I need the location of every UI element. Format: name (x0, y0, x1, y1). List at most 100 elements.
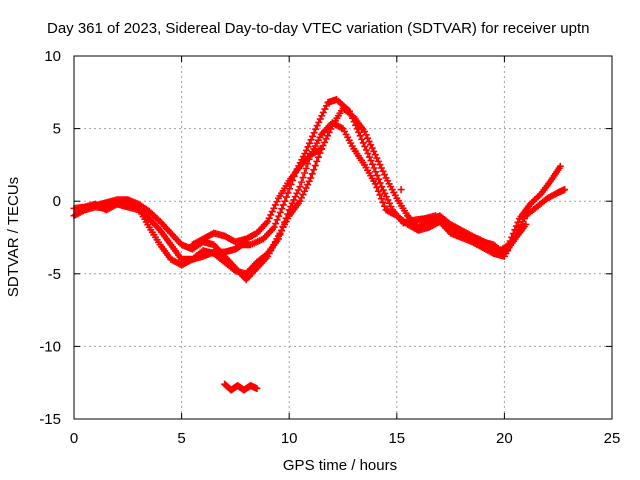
x-tick-label: 5 (177, 430, 185, 447)
data-point (367, 157, 375, 165)
y-tick-label: 10 (44, 48, 61, 65)
data-point (561, 186, 569, 194)
data-point (282, 193, 290, 201)
data-point (310, 166, 318, 174)
data-points (70, 96, 569, 394)
data-point (309, 132, 317, 140)
data-point (377, 164, 385, 172)
data-point (273, 216, 281, 224)
x-tick-label: 15 (388, 430, 405, 447)
data-point (304, 181, 312, 189)
data-point (276, 208, 284, 216)
data-point (370, 164, 378, 172)
y-ticks: -15 -10 -5 0 5 10 (39, 48, 612, 428)
data-point (270, 223, 278, 231)
x-axis-label: GPS time / hours (283, 457, 397, 474)
data-point (314, 153, 322, 161)
data-point (310, 129, 318, 137)
data-point (297, 178, 305, 186)
data-point (272, 220, 280, 228)
data-point (267, 211, 275, 219)
y-tick-label: 0 (53, 193, 61, 210)
data-point (315, 118, 323, 126)
x-ticks: 0 5 10 15 20 25 (70, 56, 620, 447)
series-track-2 (70, 119, 569, 278)
data-point (311, 162, 319, 170)
data-point (270, 204, 278, 212)
data-point (359, 139, 367, 147)
data-point (376, 161, 384, 169)
x-tick-label: 20 (496, 430, 513, 447)
series-track-1 (70, 96, 564, 263)
y-axis-label: SDTVAR / TECUs (5, 177, 22, 297)
series-track-5 (221, 380, 261, 394)
data-point (322, 135, 330, 143)
data-point (271, 201, 279, 209)
data-point (318, 112, 326, 120)
data-point (302, 164, 310, 172)
data-point (301, 169, 309, 177)
y-tick-label: -15 (39, 411, 61, 428)
data-point (355, 128, 363, 136)
data-point (281, 197, 289, 205)
data-point (275, 212, 283, 220)
data-point (364, 149, 372, 157)
data-point (362, 146, 370, 154)
y-tick-label: 5 (53, 121, 61, 138)
data-point (316, 115, 324, 123)
data-point (302, 146, 310, 154)
data-point (369, 160, 377, 168)
data-point (365, 153, 373, 161)
data-point (376, 191, 384, 199)
data-point (307, 136, 315, 144)
data-point (284, 189, 292, 197)
series-track-3 (92, 104, 530, 284)
data-point (373, 184, 381, 192)
data-point (291, 193, 299, 201)
data-point (373, 171, 381, 179)
data-point (279, 201, 287, 209)
data-point (268, 208, 276, 216)
data-point (296, 183, 304, 191)
series-track-4 (188, 145, 325, 249)
data-point (313, 157, 321, 165)
data-point (293, 189, 301, 197)
data-point (365, 137, 373, 145)
data-point (317, 145, 325, 153)
data-point (321, 105, 329, 113)
data-point (512, 222, 520, 230)
data-point (299, 191, 307, 199)
y-tick-label: -5 (48, 266, 61, 283)
data-point (307, 174, 315, 182)
data-point (364, 134, 372, 142)
data-point (358, 135, 366, 143)
data-point (379, 198, 387, 206)
data-point (397, 186, 405, 194)
data-point (302, 184, 310, 192)
x-tick-label: 10 (281, 430, 298, 447)
data-point (312, 125, 320, 133)
chart-title: Day 361 of 2023, Sidereal Day-to-day VTE… (47, 20, 589, 37)
data-point (376, 179, 384, 187)
data-point (556, 162, 564, 170)
data-point (361, 142, 369, 150)
data-point (374, 187, 382, 195)
data-point (356, 132, 364, 140)
data-point (321, 138, 329, 146)
y-tick-label: -10 (39, 338, 61, 355)
data-point (308, 170, 316, 178)
grid (74, 56, 612, 419)
data-point (278, 205, 286, 213)
data-point (381, 171, 389, 179)
data-point (305, 139, 313, 147)
data-point (522, 220, 530, 228)
data-point (372, 168, 380, 176)
data-point (379, 186, 387, 194)
data-point (294, 186, 302, 194)
data-point (301, 187, 309, 195)
data-point (253, 385, 261, 393)
data-point (375, 175, 383, 183)
data-point (304, 143, 312, 151)
data-point (299, 174, 307, 182)
